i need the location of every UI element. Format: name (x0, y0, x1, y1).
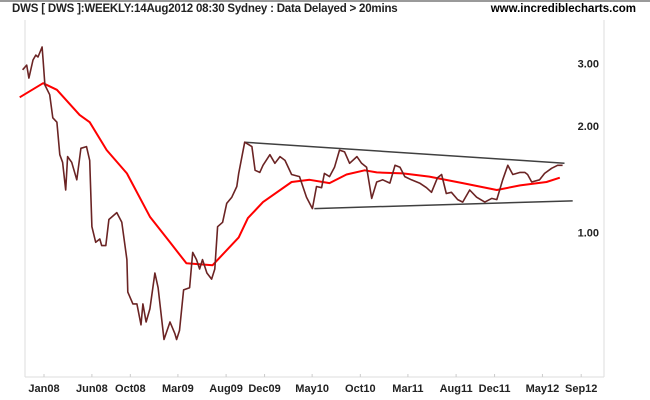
x-tick-label: Sep12 (565, 383, 597, 395)
trendline-upper (244, 141, 565, 165)
y-tick-label: 3.00 (578, 59, 599, 71)
x-tick-label: Jan08 (28, 383, 59, 395)
x-tick-label: Mar11 (392, 383, 423, 395)
x-tick-label: May12 (526, 383, 560, 395)
y-tick-label: 1.00 (578, 228, 599, 240)
price-line (21, 46, 563, 341)
y-axis: 3.00 2.00 1.00 (578, 59, 599, 240)
y-tick-label: 2.00 (578, 121, 599, 133)
x-tick-label: Aug11 (440, 383, 473, 395)
x-tick-label: Dec11 (479, 383, 511, 395)
x-tick-label: Oct10 (345, 383, 376, 395)
x-tick-label: Jun08 (76, 383, 108, 395)
x-tick-label: Oct08 (115, 383, 146, 395)
top-border (0, 0, 650, 2)
x-tick-label: Mar09 (162, 383, 194, 395)
chart-header-title: DWS [ DWS ]:WEEKLY:14Aug2012 08:30 Sydne… (12, 3, 398, 15)
site-url[interactable]: www.incrediblecharts.com (490, 3, 636, 15)
x-tick-label: Aug09 (209, 383, 243, 395)
trendline-lower (314, 200, 573, 210)
x-axis: Jan08 Jun08 Oct08 Mar09 Aug09 Dec09 May10 Oct10… (28, 374, 597, 395)
series-group (19, 46, 573, 341)
x-tick-label: May10 (295, 383, 329, 395)
moving-average-line (19, 82, 561, 267)
x-tick-label: Dec09 (248, 383, 280, 395)
